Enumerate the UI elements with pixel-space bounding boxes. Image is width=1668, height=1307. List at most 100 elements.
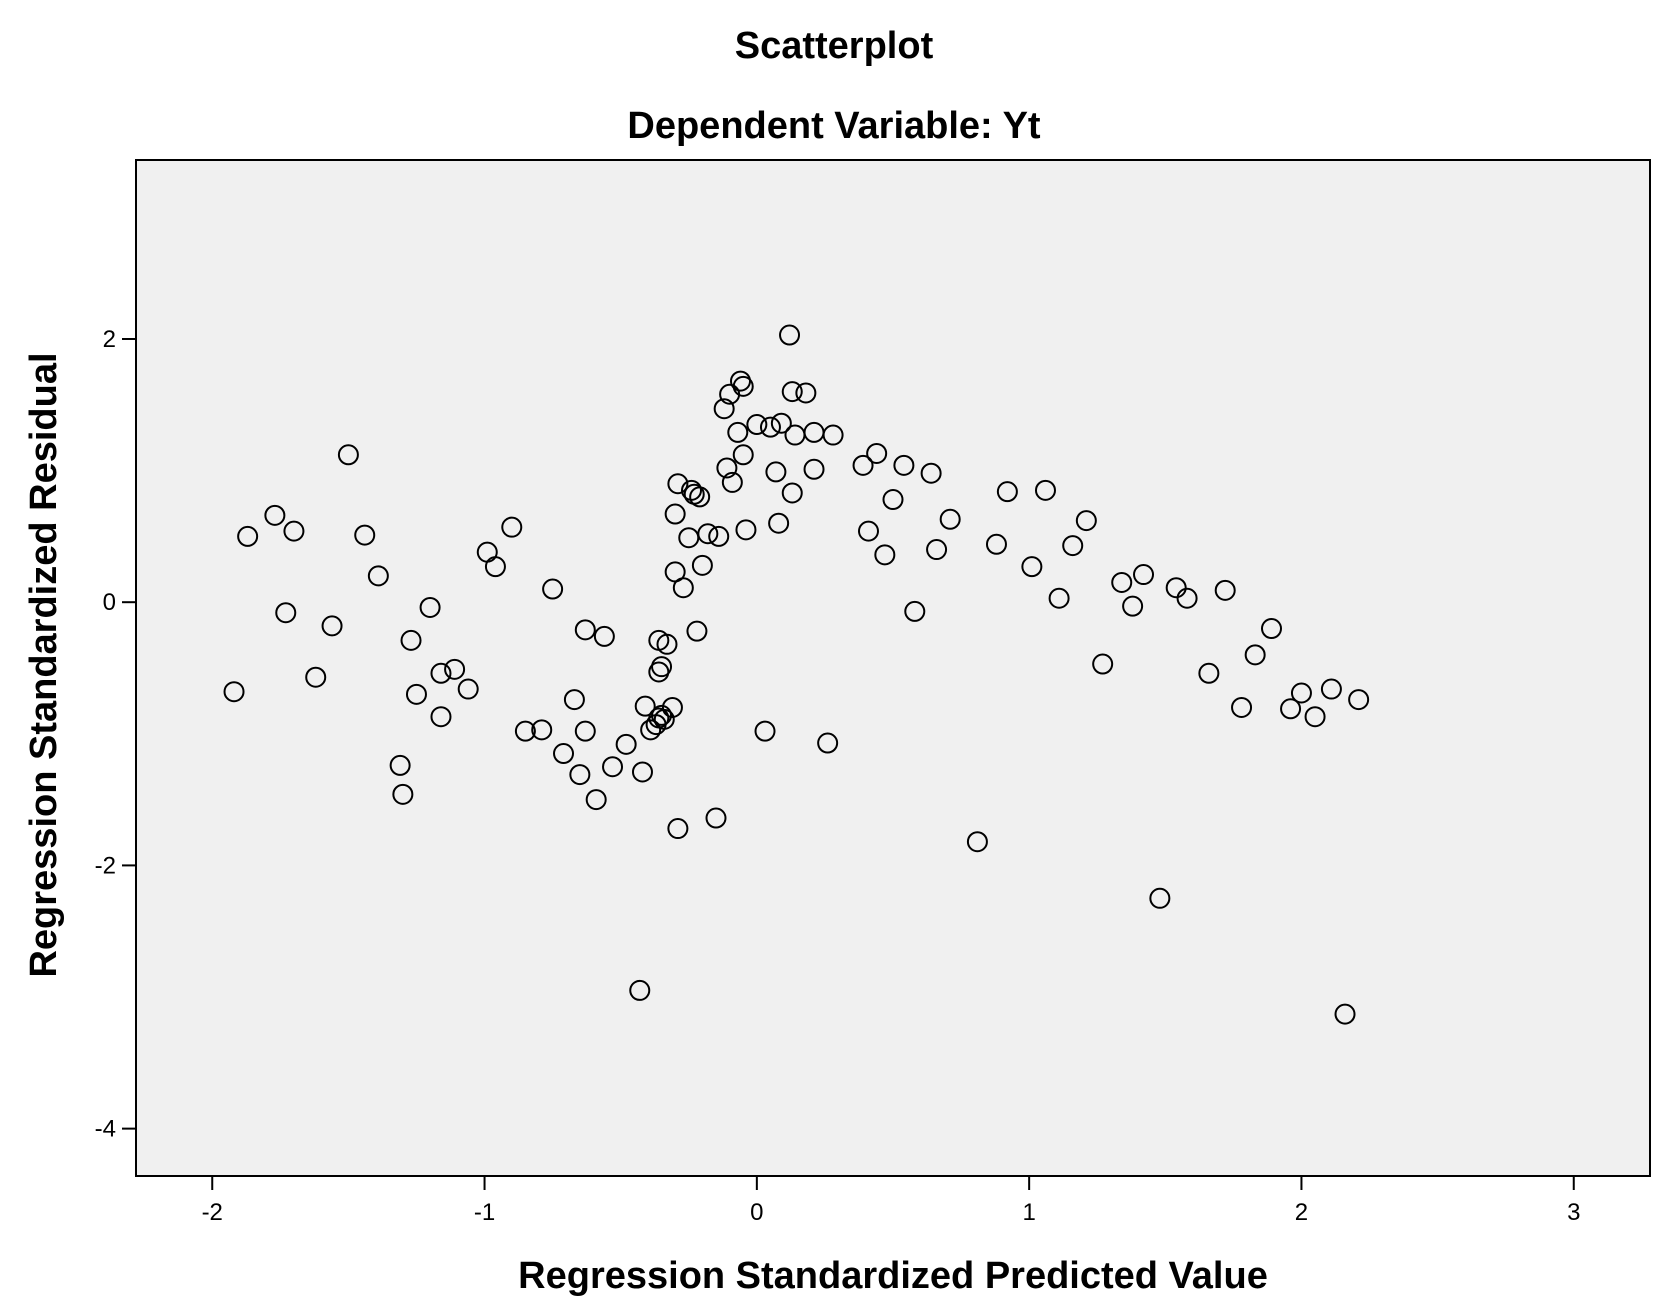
data-point [803, 458, 825, 480]
x-axis: -2 -1 0 1 2 3 [202, 1176, 1580, 1226]
data-point [1062, 535, 1084, 557]
data-point [1280, 698, 1302, 720]
data-point [514, 720, 536, 742]
data-point [354, 524, 376, 546]
data-point [392, 783, 414, 805]
data-point [367, 565, 389, 587]
data-point [735, 519, 757, 541]
x-tick-label: 2 [1295, 1199, 1308, 1226]
data-point [484, 556, 506, 578]
data-point [264, 504, 286, 526]
data-point [667, 818, 689, 840]
data-point [768, 512, 790, 534]
data-point [634, 695, 656, 717]
plot-area [135, 159, 1651, 1177]
data-point [779, 324, 801, 346]
data-point [444, 658, 466, 680]
data-point [656, 633, 678, 655]
y-axis-label: Regression Standardized Residual [23, 352, 65, 977]
data-point [542, 578, 564, 600]
data-point [283, 520, 305, 542]
data-point [1165, 577, 1187, 599]
y-tick-label: -4 [95, 1116, 116, 1143]
data-point [563, 689, 585, 711]
data-point [1176, 587, 1198, 609]
data-point [705, 807, 727, 829]
data-point [640, 719, 662, 741]
data-point [569, 764, 591, 786]
data-point [1304, 706, 1326, 728]
x-tick-label: 0 [750, 1199, 763, 1226]
data-point [781, 381, 803, 403]
data-point [716, 457, 738, 479]
data-point [732, 375, 754, 397]
data-point [664, 503, 686, 525]
data-point [631, 761, 653, 783]
data-point [321, 615, 343, 637]
data-point [553, 743, 575, 765]
data-point [1320, 678, 1342, 700]
data-point [697, 523, 719, 545]
data-point [817, 732, 839, 754]
data-point [1048, 587, 1070, 609]
data-point [765, 461, 787, 483]
data-point [1198, 662, 1220, 684]
chart-title: Scatterplot [735, 25, 934, 67]
data-point [405, 683, 427, 705]
data-point [689, 486, 711, 508]
data-point [732, 444, 754, 466]
data-point [759, 416, 781, 438]
data-point [1111, 571, 1133, 593]
data-point [904, 600, 926, 622]
x-axis-label: Regression Standardized Predicted Value [518, 1255, 1268, 1297]
data-point [713, 398, 735, 420]
data-point [337, 444, 359, 466]
data-point [746, 414, 768, 436]
data-point [419, 596, 441, 618]
x-tick-label: -1 [474, 1199, 495, 1226]
data-point [893, 454, 915, 476]
data-point [1149, 887, 1171, 909]
data-point [1214, 579, 1236, 601]
data-point [275, 602, 297, 624]
data-point [866, 442, 888, 464]
data-point [651, 704, 673, 726]
data-point [882, 489, 904, 511]
data-point [672, 577, 694, 599]
data-point [1021, 556, 1043, 578]
data-point [457, 678, 479, 700]
data-point [926, 539, 948, 561]
data-point [795, 382, 817, 404]
data-point [1244, 644, 1266, 666]
data-point [1034, 479, 1056, 501]
data-point [653, 708, 675, 730]
data-point [305, 666, 327, 688]
data-point [629, 979, 651, 1001]
data-point [996, 481, 1018, 503]
data-point [223, 681, 245, 703]
data-point [939, 508, 961, 530]
data-point [1261, 618, 1282, 640]
y-tick-label: 0 [103, 589, 116, 616]
data-point [237, 525, 259, 547]
data-point [1231, 696, 1253, 718]
data-point [985, 533, 1007, 555]
data-point [574, 720, 596, 742]
data-point [1092, 653, 1114, 675]
data-point [615, 733, 637, 755]
x-tick-label: -2 [202, 1199, 223, 1226]
data-point [822, 424, 844, 446]
data-point [781, 482, 803, 504]
data-point [574, 619, 596, 641]
data-point [1334, 1003, 1356, 1025]
data-point [1122, 595, 1144, 617]
data-point [531, 719, 553, 741]
data-points [223, 324, 1370, 1025]
data-point [430, 706, 452, 728]
data-point [501, 516, 523, 538]
chart-subtitle: Dependent Variable: Yt [627, 105, 1041, 147]
y-tick-label: -2 [95, 852, 116, 879]
data-point [400, 629, 422, 651]
data-point [920, 462, 942, 484]
